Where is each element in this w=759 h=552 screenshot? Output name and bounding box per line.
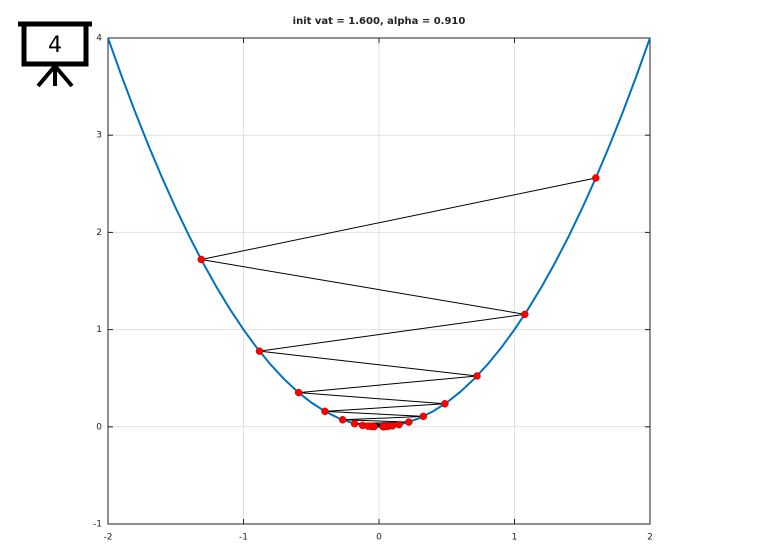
point-marker xyxy=(255,347,264,355)
point-marker xyxy=(370,422,378,431)
x-tick-label: 1 xyxy=(512,533,518,543)
y-tick-label: 1 xyxy=(96,325,102,335)
point-marker xyxy=(338,416,347,424)
y-tick-label: 4 xyxy=(96,34,102,44)
point-marker xyxy=(521,310,529,319)
point-marker xyxy=(197,255,205,264)
plot-frame xyxy=(107,37,651,525)
point-marker xyxy=(419,412,428,421)
slide-icon: 4 xyxy=(18,21,92,88)
point-marker xyxy=(441,400,449,408)
point-marker xyxy=(592,174,600,182)
point-marker xyxy=(473,372,481,380)
icon-label: 4 xyxy=(48,33,62,58)
x-tick-label: 0 xyxy=(376,533,382,543)
point-marker xyxy=(395,420,403,429)
x-tick-label: -1 xyxy=(239,533,248,543)
x-tick-label: -2 xyxy=(104,533,113,543)
y-tick-label: 2 xyxy=(96,228,102,238)
y-tick-label: -1 xyxy=(93,520,102,530)
point-marker xyxy=(379,422,387,431)
x-tick-label: 2 xyxy=(647,533,653,543)
y-tick-label: 3 xyxy=(96,131,102,141)
point-marker xyxy=(350,419,359,428)
point-marker xyxy=(321,407,329,416)
y-tick-label: 0 xyxy=(96,422,102,432)
chart-title: init vat = 1.600, alpha = 0.910 xyxy=(293,16,466,27)
point-marker xyxy=(294,388,303,397)
point-marker xyxy=(405,418,413,426)
